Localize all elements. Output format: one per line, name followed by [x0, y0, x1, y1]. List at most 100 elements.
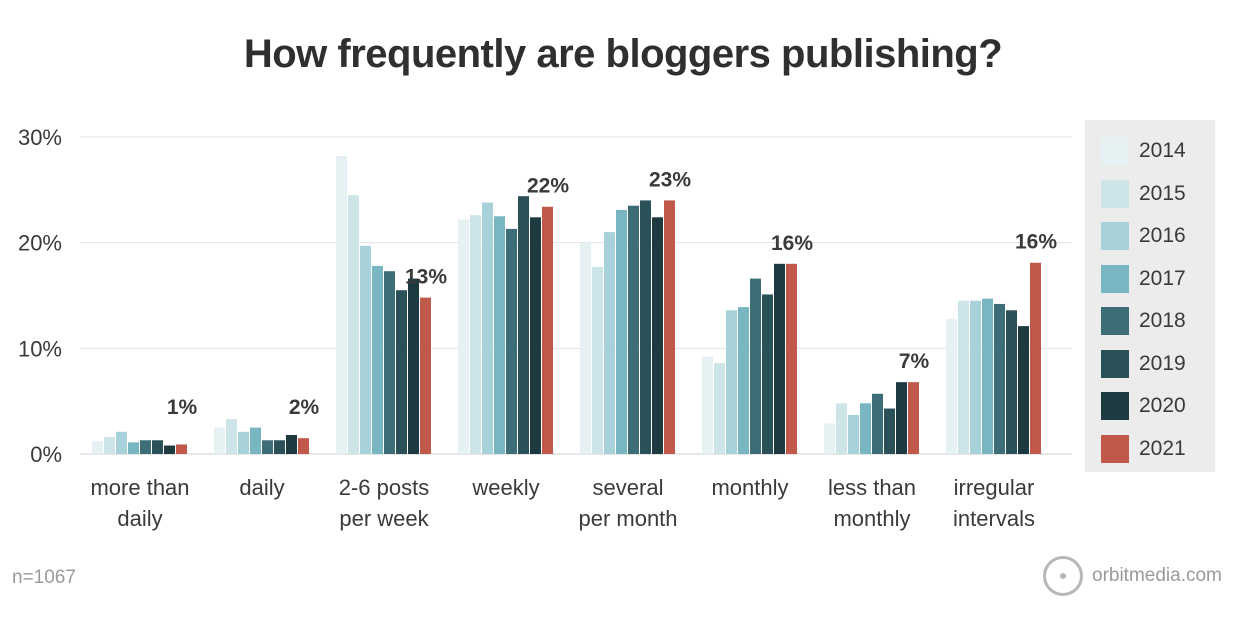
bar-2014 [214, 427, 225, 454]
bar-2018 [750, 278, 761, 454]
x-tick-label: per week [339, 506, 429, 531]
bar-2021 [542, 206, 553, 454]
legend-item-2021: 2021 [1101, 434, 1186, 464]
legend-item-2015: 2015 [1101, 179, 1186, 209]
bar-2020 [774, 263, 785, 454]
bar-2021 [420, 297, 431, 454]
bar-2021 [298, 438, 309, 454]
x-tick-label: weekly [471, 475, 539, 500]
data-label: 16% [771, 232, 813, 255]
legend-swatch [1101, 392, 1129, 420]
bar-2014 [946, 318, 957, 454]
x-tick-label: more than [90, 475, 189, 500]
bar-2019 [152, 440, 163, 454]
bar-2015 [226, 419, 237, 454]
y-tick-label: 0% [30, 442, 62, 467]
legend-swatch [1101, 264, 1129, 293]
bar-2018 [628, 205, 639, 454]
bar-2015 [592, 266, 603, 454]
bar-2019 [640, 200, 651, 454]
bar-2020 [896, 382, 907, 454]
bar-2016 [360, 245, 371, 454]
x-tick-label: monthly [833, 506, 910, 531]
bar-2020 [652, 217, 663, 454]
bar-2021 [176, 444, 187, 454]
bar-2014 [824, 423, 835, 454]
x-tick-label: per month [578, 506, 677, 531]
data-label: 23% [649, 168, 691, 191]
bar-2016 [238, 431, 249, 454]
bar-2017 [616, 209, 627, 454]
legend-item-2017: 2017 [1101, 264, 1186, 294]
bar-2019 [1006, 310, 1017, 454]
bar-2014 [580, 242, 591, 454]
legend-label: 2021 [1139, 436, 1186, 460]
legend-label: 2016 [1139, 224, 1186, 247]
bar-2020 [1018, 326, 1029, 454]
orbit-icon [1043, 556, 1083, 596]
bar-2015 [348, 195, 359, 454]
bar-2017 [494, 216, 505, 454]
y-tick-label: 20% [18, 231, 62, 256]
bar-2018 [506, 228, 517, 454]
legend-swatch [1101, 137, 1129, 165]
bar-2016 [604, 232, 615, 454]
bar-2016 [726, 310, 737, 454]
bar-2018 [262, 440, 273, 454]
data-label: 2% [289, 396, 320, 419]
legend-swatch [1101, 349, 1129, 378]
bar-2021 [786, 263, 797, 454]
legend-swatch [1101, 307, 1129, 335]
bar-2017 [860, 403, 871, 454]
legend-label: 2018 [1139, 309, 1186, 332]
legend-label: 2019 [1139, 351, 1186, 375]
bar-2016 [482, 202, 493, 454]
legend-swatch [1101, 179, 1129, 208]
legend-item-2016: 2016 [1101, 221, 1186, 251]
x-tick-label: 2-6 posts [339, 475, 430, 500]
bar-2020 [408, 278, 419, 454]
x-tick-label: less than [828, 475, 916, 500]
x-tick-label: daily [117, 506, 162, 531]
data-label: 1% [167, 396, 198, 419]
legend-item-2018: 2018 [1101, 306, 1186, 336]
bar-2020 [164, 445, 175, 454]
bar-2017 [372, 265, 383, 454]
data-label: 7% [899, 350, 930, 373]
legend-label: 2020 [1139, 394, 1186, 417]
bar-2019 [396, 290, 407, 454]
bar-2018 [140, 440, 151, 454]
bar-2019 [762, 294, 773, 454]
legend-label: 2017 [1139, 266, 1186, 290]
legend-swatch [1101, 222, 1129, 250]
bar-2019 [518, 196, 529, 454]
bar-2021 [1030, 262, 1041, 454]
y-tick-label: 30% [18, 125, 62, 150]
bar-2020 [286, 434, 297, 454]
brand-text: orbitmedia.com [1092, 565, 1222, 586]
bar-2015 [470, 215, 481, 454]
bar-2019 [274, 440, 285, 454]
x-tick-label: irregular [954, 475, 1035, 500]
bar-2016 [848, 414, 859, 454]
bar-2016 [970, 300, 981, 454]
legend: 2014 2015 2016 2017 2018 2019 2020 2021 [1085, 120, 1215, 472]
legend-swatch [1101, 434, 1129, 463]
bar-2020 [530, 217, 541, 454]
bar-2018 [994, 303, 1005, 454]
x-tick-label: monthly [711, 475, 788, 500]
legend-label: 2014 [1139, 139, 1186, 162]
bar-2021 [908, 382, 919, 454]
chart-title: How frequently are bloggers publishing? [243, 32, 1003, 76]
bar-2017 [738, 307, 749, 454]
data-label: 16% [1015, 231, 1057, 254]
brand-logo: orbitmedia.com [1043, 556, 1222, 596]
x-tick-label: daily [239, 475, 284, 500]
bar-2017 [128, 442, 139, 454]
bar-2018 [384, 271, 395, 454]
bar-2014 [92, 441, 103, 454]
bar-2014 [458, 219, 469, 454]
legend-item-2020: 2020 [1101, 391, 1186, 421]
data-label: 13% [405, 266, 447, 289]
